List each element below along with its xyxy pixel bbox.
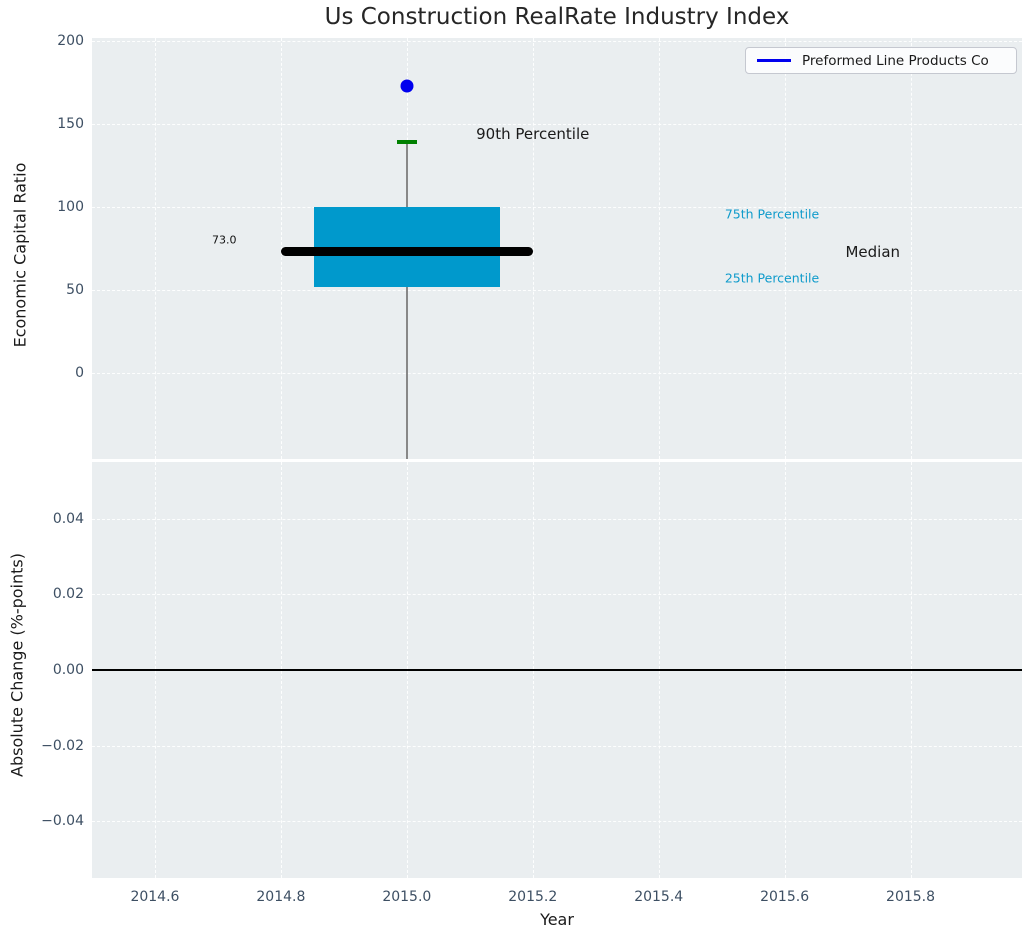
gridline-horizontal: [92, 207, 1022, 209]
annotation: 25th Percentile: [724, 270, 820, 286]
chart-title: Us Construction RealRate Industry Index: [324, 4, 790, 30]
y-tick-label: 150: [57, 116, 84, 133]
y-tick-label: 0.04: [52, 510, 84, 527]
x-tick-label: 2014.8: [256, 889, 306, 905]
annotation: 73.0: [211, 233, 237, 247]
gridline-horizontal: [92, 289, 1022, 291]
y-tick-label: 0.00: [52, 662, 84, 678]
legend: Preformed Line Products Co: [745, 47, 1017, 74]
gridline-vertical: [154, 38, 156, 459]
annotation: 75th Percentile: [724, 206, 820, 222]
y-tick-label: 100: [57, 199, 84, 216]
gridline-horizontal: [92, 821, 1022, 823]
y-tick-label: 200: [57, 33, 84, 50]
gridline-horizontal: [92, 594, 1022, 596]
annotation: Median: [845, 242, 901, 261]
y-tick-label: 0.02: [52, 586, 84, 603]
x-tick-label: 2015.6: [760, 889, 810, 905]
iqr-box: [313, 207, 500, 287]
bottom-plot-area: [92, 462, 1022, 878]
zero-line: [92, 669, 1022, 671]
company-data-point: [400, 79, 414, 93]
annotation: 90th Percentile: [476, 125, 590, 144]
legend-line-icon: [757, 59, 791, 62]
gridline-vertical: [784, 38, 786, 459]
x-tick-label: 2015.4: [634, 889, 684, 905]
y-tick-label: −0.04: [41, 813, 84, 830]
x-tick-label: 2015.0: [382, 889, 432, 905]
y-tick-label: 50: [66, 281, 84, 298]
top-plot-area: 90th Percentile 75th Percentile Median 25th…: [92, 38, 1022, 459]
gridline-vertical: [910, 38, 912, 459]
p90-cap: [396, 140, 417, 145]
gridline-vertical: [658, 38, 660, 459]
gridline-vertical: [532, 38, 534, 459]
x-tick-label: 2014.6: [130, 889, 180, 905]
x-tick-label: 2015.2: [508, 889, 558, 905]
median-line: [280, 247, 533, 257]
legend-label: Preformed Line Products Co: [802, 52, 989, 69]
y-tick-label: 0: [75, 364, 84, 381]
gridline-horizontal: [92, 518, 1022, 520]
y-axis-label-top: Economic Capital Ratio: [10, 162, 30, 348]
gridline-horizontal: [92, 41, 1022, 43]
whisker-line: [406, 142, 408, 459]
gridline-horizontal: [92, 124, 1022, 126]
x-axis-label: Year: [540, 910, 574, 929]
y-tick-label: −0.02: [41, 737, 84, 754]
gridline-horizontal: [92, 745, 1022, 747]
x-tick-label: 2015.8: [886, 889, 936, 905]
gridline-horizontal: [92, 372, 1022, 374]
